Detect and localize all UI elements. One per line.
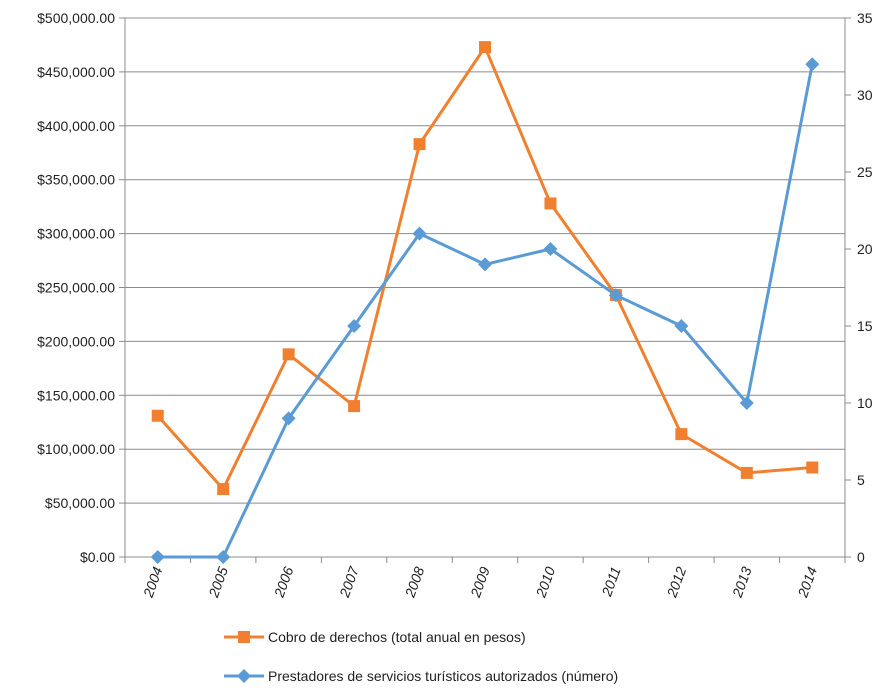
legend-label-prestadores: Prestadores de servicios turísticos auto… (268, 668, 618, 684)
right-tick-label: 0 (857, 549, 865, 565)
data-point (479, 41, 491, 54)
left-tick-label: $300,000.00 (37, 226, 115, 242)
data-point (216, 550, 231, 564)
left-tick-label: $350,000.00 (37, 172, 115, 188)
right-tick-label: 30 (857, 87, 873, 103)
left-tick-label: $100,000.00 (37, 441, 115, 457)
data-point (544, 197, 557, 210)
left-tick-label: $50,000.00 (45, 495, 115, 511)
x-tick-label: 2008 (401, 564, 427, 600)
series-layer (150, 41, 820, 564)
legend-label-cobro: Cobro de derechos (total anual en pesos) (268, 629, 526, 645)
right-tick-label: 15 (857, 318, 873, 334)
legend-item-cobro: Cobro de derechos (total anual en pesos) (224, 629, 526, 645)
left-tick-label: $400,000.00 (37, 118, 115, 134)
series-line (157, 63, 814, 559)
left-tick-label: $250,000.00 (37, 280, 115, 296)
right-axis-ticks: 0 5 10 15 20 25 30 35 (857, 10, 873, 565)
x-axis-ticks: 2004 2005 2006 2007 2008 2009 2010 2011 2012 2013… (140, 563, 821, 600)
legend-marker-cobro (238, 631, 250, 643)
x-tick-label: 2010 (532, 564, 558, 600)
data-point (282, 348, 295, 361)
data-point (413, 138, 426, 151)
data-point (150, 550, 165, 564)
data-point (806, 461, 819, 474)
legend-marker-prestadores (237, 669, 251, 683)
x-tick-label: 2012 (663, 564, 689, 600)
legend: Cobro de derechos (total anual en pesos)… (224, 629, 618, 684)
axes (119, 17, 851, 563)
x-tick-label: 2005 (205, 564, 231, 600)
left-tick-label: $450,000.00 (37, 64, 115, 80)
data-point (348, 400, 361, 413)
x-tick-label: 2011 (598, 565, 624, 600)
left-tick-label: $200,000.00 (37, 333, 115, 349)
right-tick-label: 35 (857, 10, 873, 26)
x-tick-label: 2013 (729, 564, 755, 600)
data-point (151, 409, 164, 422)
data-point (217, 483, 230, 496)
data-point (543, 242, 558, 256)
x-tick-label: 2009 (467, 564, 493, 600)
legend-item-prestadores: Prestadores de servicios turísticos auto… (224, 668, 618, 684)
data-point (281, 411, 296, 426)
x-tick-label: 2004 (140, 564, 166, 600)
left-tick-label: $0.00 (80, 549, 115, 565)
right-tick-label: 20 (857, 241, 873, 257)
data-point (674, 319, 689, 333)
data-point (347, 319, 362, 333)
data-point (675, 428, 688, 441)
right-tick-label: 25 (857, 164, 873, 180)
right-tick-label: 10 (857, 395, 873, 411)
x-tick-label: 2007 (336, 563, 362, 600)
data-point (478, 257, 492, 272)
data-point (412, 226, 427, 241)
left-tick-label: $150,000.00 (37, 387, 115, 403)
left-tick-label: $500,000.00 (37, 10, 115, 26)
x-tick-label: 2014 (794, 564, 820, 600)
left-axis-ticks: $0.00 $50,000.00 $100,000.00 $150,000.00 $20… (37, 10, 115, 565)
grid (125, 17, 845, 504)
x-tick-label: 2006 (270, 564, 296, 600)
data-point (608, 288, 623, 303)
data-point (740, 466, 753, 479)
data-point (739, 396, 754, 410)
right-tick-label: 5 (857, 472, 865, 488)
series-cobro (151, 41, 819, 496)
series-prestadores (150, 57, 820, 564)
data-point (805, 57, 820, 72)
